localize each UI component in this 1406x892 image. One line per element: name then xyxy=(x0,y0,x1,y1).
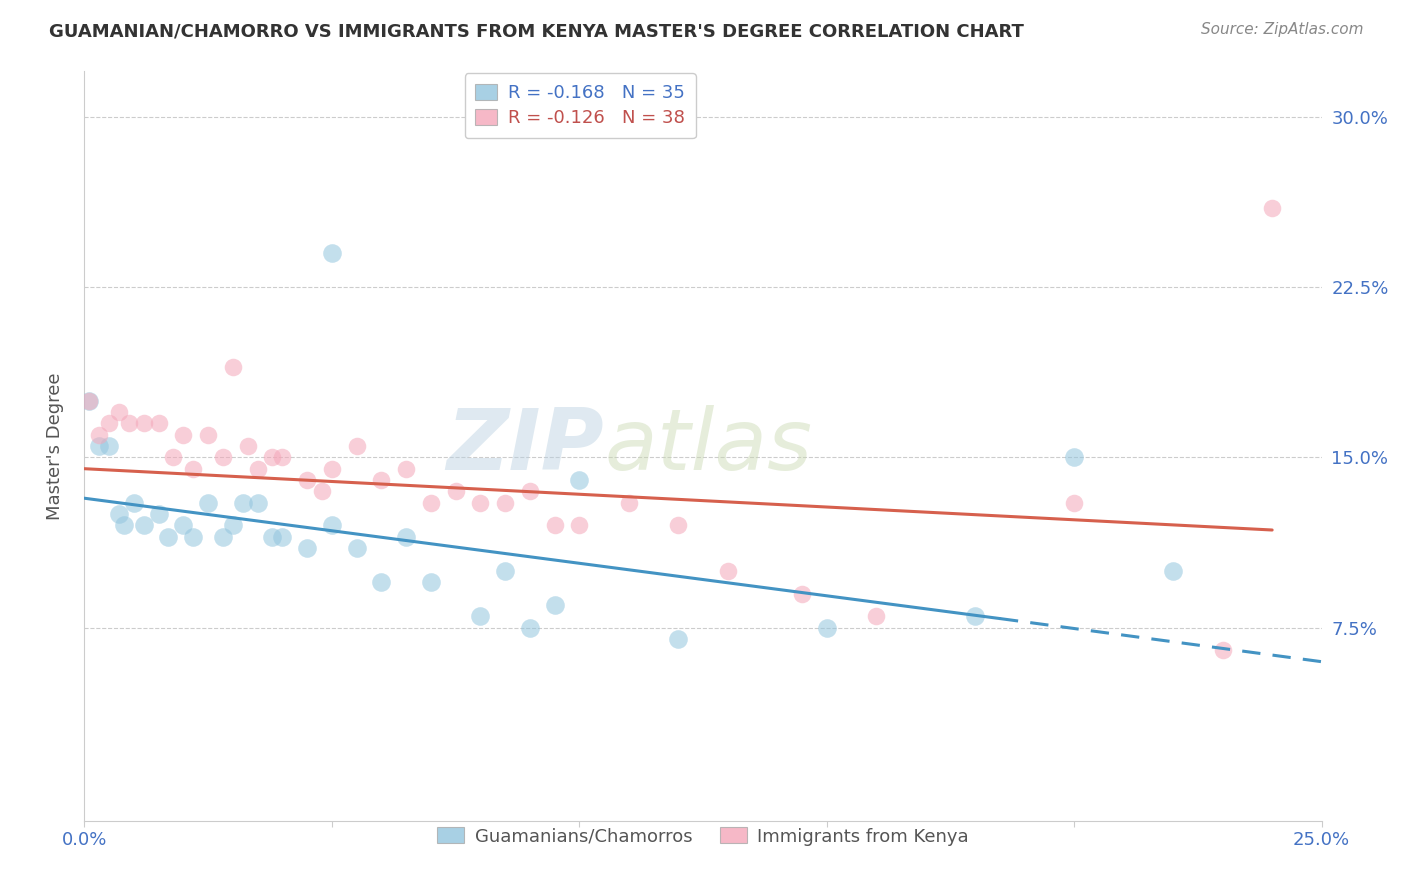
Point xyxy=(1212,643,1234,657)
Point xyxy=(181,530,204,544)
Point xyxy=(1063,450,1085,465)
Point xyxy=(395,530,418,544)
Point xyxy=(148,417,170,431)
Point xyxy=(568,473,591,487)
Point xyxy=(1161,564,1184,578)
Point xyxy=(519,621,541,635)
Point xyxy=(222,518,245,533)
Point xyxy=(311,484,333,499)
Point xyxy=(321,518,343,533)
Point xyxy=(1063,496,1085,510)
Point xyxy=(717,564,740,578)
Legend: Guamanians/Chamorros, Immigrants from Kenya: Guamanians/Chamorros, Immigrants from Ke… xyxy=(430,820,976,853)
Point xyxy=(181,461,204,475)
Point xyxy=(262,450,284,465)
Point xyxy=(222,359,245,374)
Point xyxy=(965,609,987,624)
Point xyxy=(370,575,392,590)
Point xyxy=(132,518,155,533)
Point xyxy=(212,450,235,465)
Text: atlas: atlas xyxy=(605,404,813,488)
Text: GUAMANIAN/CHAMORRO VS IMMIGRANTS FROM KENYA MASTER'S DEGREE CORRELATION CHART: GUAMANIAN/CHAMORRO VS IMMIGRANTS FROM KE… xyxy=(49,22,1024,40)
Point xyxy=(568,518,591,533)
Point xyxy=(295,473,318,487)
Point xyxy=(112,518,135,533)
Point xyxy=(666,632,689,646)
Point xyxy=(470,609,492,624)
Point xyxy=(419,575,441,590)
Point xyxy=(370,473,392,487)
Point xyxy=(419,496,441,510)
Point xyxy=(132,417,155,431)
Point xyxy=(89,427,111,442)
Point xyxy=(262,530,284,544)
Point xyxy=(617,496,640,510)
Point xyxy=(148,507,170,521)
Point xyxy=(98,417,121,431)
Point xyxy=(395,461,418,475)
Point xyxy=(236,439,259,453)
Point xyxy=(494,496,516,510)
Point xyxy=(108,405,131,419)
Point xyxy=(321,246,343,260)
Text: Source: ZipAtlas.com: Source: ZipAtlas.com xyxy=(1201,22,1364,37)
Point xyxy=(1261,201,1284,215)
Point xyxy=(89,439,111,453)
Point xyxy=(295,541,318,556)
Point xyxy=(815,621,838,635)
Point xyxy=(98,439,121,453)
Point xyxy=(321,461,343,475)
Point xyxy=(212,530,235,544)
Point xyxy=(346,439,368,453)
Point xyxy=(232,496,254,510)
Point xyxy=(519,484,541,499)
Point xyxy=(197,427,219,442)
Point xyxy=(666,518,689,533)
Y-axis label: Master's Degree: Master's Degree xyxy=(45,372,63,520)
Point xyxy=(271,450,294,465)
Point xyxy=(346,541,368,556)
Text: ZIP: ZIP xyxy=(446,404,605,488)
Point xyxy=(543,598,565,612)
Point xyxy=(162,450,184,465)
Point xyxy=(108,507,131,521)
Point xyxy=(79,393,101,408)
Point xyxy=(865,609,887,624)
Point xyxy=(118,417,141,431)
Point xyxy=(172,518,194,533)
Point xyxy=(79,393,101,408)
Point xyxy=(172,427,194,442)
Point xyxy=(271,530,294,544)
Point xyxy=(122,496,145,510)
Point xyxy=(197,496,219,510)
Point xyxy=(157,530,180,544)
Point xyxy=(470,496,492,510)
Point xyxy=(444,484,467,499)
Point xyxy=(494,564,516,578)
Point xyxy=(246,496,269,510)
Point xyxy=(543,518,565,533)
Point xyxy=(790,586,813,600)
Point xyxy=(246,461,269,475)
